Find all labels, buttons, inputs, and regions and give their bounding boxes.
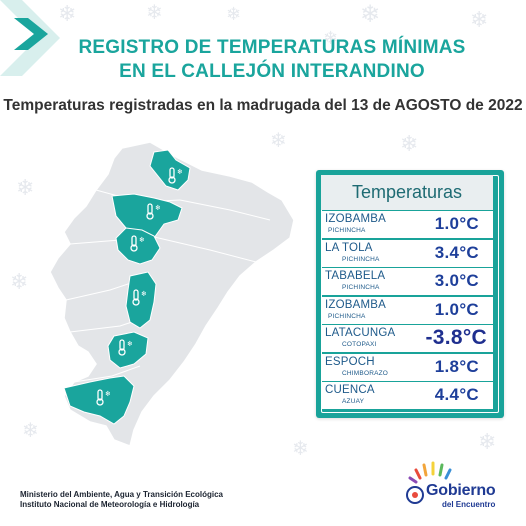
station-list: IZOBAMBA PICHINCHA 1.0°C LA TOLA PICHINC…	[321, 211, 493, 411]
station-province: COTOPAXI	[342, 341, 377, 348]
svg-text:❄: ❄	[139, 236, 145, 244]
station-row: TABABELA PICHINCHA 3.0°C	[321, 268, 493, 295]
station-province: CHIMBORAZO	[342, 369, 389, 377]
province-chimborazo	[107, 331, 149, 369]
station-province: PICHINCHA	[342, 284, 380, 291]
page-title: REGISTRO DE TEMPERATURAS MÍNIMAS EN EL C…	[78, 37, 466, 82]
snowflake-icon: ❄	[323, 28, 339, 49]
station-temperature: 3.0°C	[434, 271, 479, 290]
province-pichincha-south	[115, 227, 161, 265]
footer-line-inamhi: Instituto Nacional de Meteorología e Hid…	[20, 500, 200, 509]
station-name: CUENCA	[325, 384, 375, 396]
temperatures-panel: Temperaturas IZOBAMBA PICHINCHA 1.0°C LA…	[316, 170, 504, 418]
station-name: IZOBAMBA	[325, 213, 387, 225]
station-name: ESPOCH	[325, 355, 375, 368]
snowflake-icon: ❄	[292, 436, 309, 460]
station-temperature: 3.4°C	[434, 242, 479, 262]
chevron-icon	[0, 0, 60, 76]
svg-text:❄: ❄	[177, 168, 183, 176]
station-temperature: -3.8°C	[425, 326, 487, 349]
snowflake-icon: ❄	[470, 8, 489, 33]
ecuador-map: ❄ ❄ ❄ ❄ ❄ ❄	[49, 141, 295, 447]
station-row: LA TOLA PICHINCHA 3.4°C	[321, 239, 493, 267]
station-name: LA TOLA	[325, 241, 373, 254]
svg-text:❄: ❄	[155, 204, 161, 212]
logo-text: Gobierno	[426, 482, 496, 499]
snowflake-icon: ❄	[270, 128, 287, 152]
footer-credits: Ministerio del Ambiente, Agua y Transici…	[20, 490, 223, 510]
snowflake-icon: ❄	[146, 0, 163, 24]
station-province: PICHINCHA	[328, 227, 366, 234]
svg-text:❄: ❄	[127, 340, 133, 348]
station-name: TABABELA	[325, 270, 386, 282]
station-temperature: 4.4°C	[434, 385, 479, 404]
snowflake-icon: ❄	[58, 2, 77, 27]
province-cotopaxi	[125, 271, 157, 329]
footer-line-ministry: Ministerio del Ambiente, Agua y Transici…	[20, 490, 224, 499]
station-province: AZUAY	[342, 398, 365, 405]
snowflake-icon: ❄	[22, 418, 39, 442]
snowflake-icon: ❄	[10, 270, 29, 295]
station-province: PICHINCHA	[342, 255, 380, 263]
thermometer-snow-icon: ❄ ❄ ❄ ❄ ❄ ❄	[96, 167, 183, 406]
page-subtitle: Temperaturas registradas en la madrugada…	[3, 97, 523, 114]
svg-text:❄: ❄	[105, 390, 111, 398]
station-province: PICHINCHA	[328, 312, 366, 320]
station-row: ESPOCH CHIMBORAZO 1.8°C	[321, 353, 493, 381]
snowflake-icon: ❄	[400, 132, 419, 157]
station-row: LATACUNGA COTOPAXI -3.8°C	[321, 325, 493, 352]
svg-text:❄: ❄	[141, 290, 147, 298]
snowflake-icon: ❄	[226, 4, 242, 25]
snowflake-icon: ❄	[16, 176, 35, 201]
station-row: CUENCA AZUAY 4.4°C	[321, 382, 493, 409]
logo-rays-icon	[408, 461, 452, 484]
station-name: LATACUNGA	[325, 327, 396, 339]
gobierno-logo: Gobierno del Encuentro	[400, 460, 516, 518]
panel-title: Temperaturas	[321, 175, 493, 210]
station-row: IZOBAMBA PICHINCHA 1.0°C	[321, 211, 493, 238]
snowflake-icon: ❄	[360, 0, 381, 28]
logo-globe-icon	[406, 486, 424, 504]
ecuador-outline	[49, 141, 295, 447]
station-temperature: 1.0°C	[434, 214, 479, 233]
station-name: IZOBAMBA	[325, 298, 387, 311]
station-temperature: 1.8°C	[434, 356, 479, 376]
logo-subtext: del Encuentro	[442, 500, 496, 509]
station-temperature: 1.0°C	[434, 299, 479, 319]
station-row: IZOBAMBA PICHINCHA 1.0°C	[321, 296, 493, 324]
snowflake-icon: ❄	[478, 430, 497, 455]
